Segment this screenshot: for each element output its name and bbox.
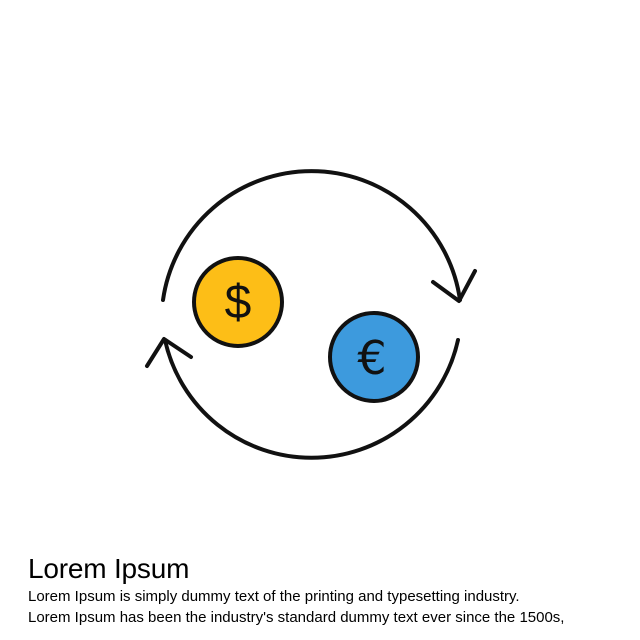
top-arrowhead	[431, 269, 477, 303]
dollar-coin-icon: $	[192, 256, 284, 348]
caption-title: Lorem Ipsum	[28, 553, 190, 584]
caption-line-1: Lorem Ipsum is simply dummy text of the …	[28, 588, 520, 605]
top-arc	[161, 169, 462, 302]
euro-symbol: €	[357, 331, 386, 385]
euro-coin-icon: €	[328, 311, 420, 403]
bottom-arc	[163, 338, 460, 460]
bottom-arrow-icon	[145, 337, 460, 460]
caption-block: Lorem Ipsum Lorem Ipsum is simply dummy …	[28, 552, 628, 628]
bottom-arrowhead	[145, 337, 193, 368]
caption-line-2: Lorem Ipsum has been the industry's stan…	[28, 609, 565, 626]
top-arrow-icon	[161, 169, 477, 303]
dollar-coin-disc	[192, 256, 284, 348]
euro-coin-disc	[328, 311, 420, 403]
dollar-symbol: $	[225, 276, 252, 329]
